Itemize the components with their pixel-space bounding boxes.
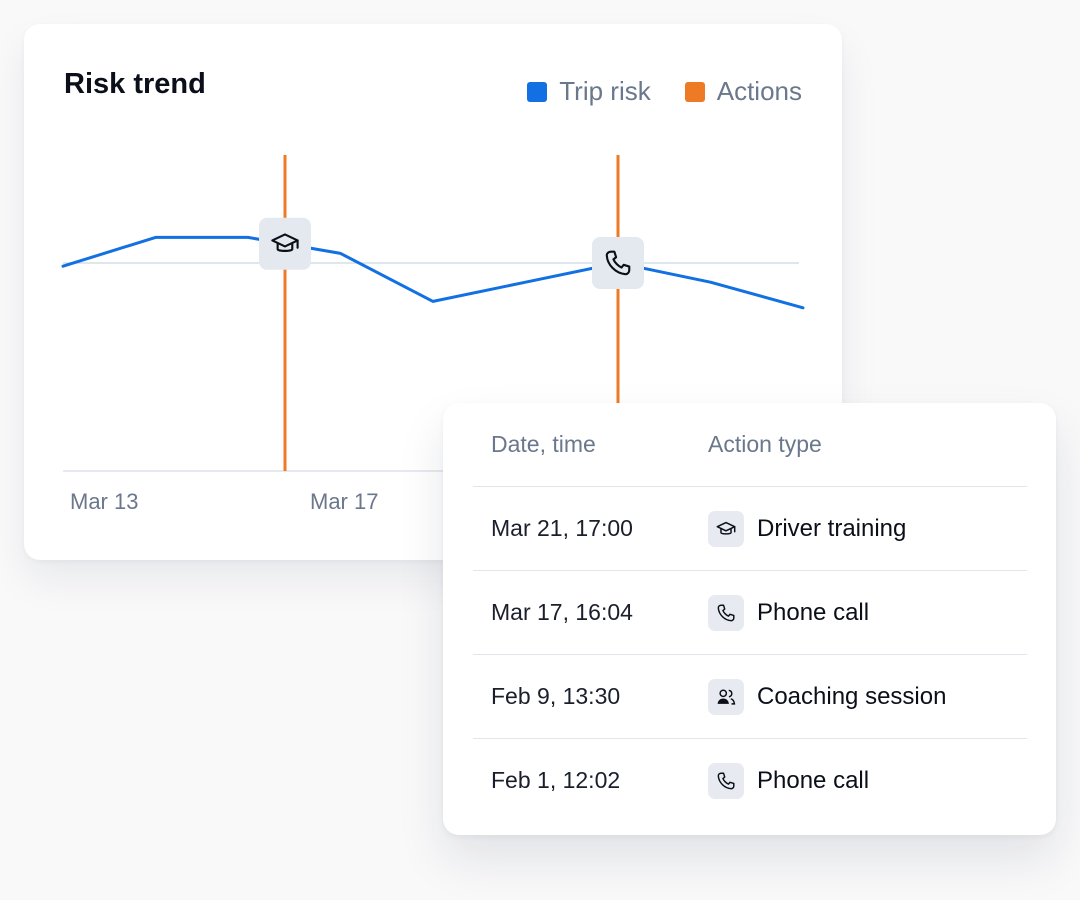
phone-icon xyxy=(708,594,744,631)
action-marker-badge[interactable] xyxy=(592,237,644,289)
legend-swatch-actions xyxy=(684,81,705,102)
table-row[interactable]: Feb 9, 13:30 Coaching session xyxy=(473,655,1027,739)
legend-item-trip-risk[interactable]: Trip risk xyxy=(527,76,651,107)
header-date[interactable]: Date, time xyxy=(491,431,596,457)
legend-label-trip-risk: Trip risk xyxy=(559,76,651,106)
actions-table: Date, time Action type Mar 21, 17:00 Driv… xyxy=(473,403,1027,822)
cell-date: Feb 1, 12:02 xyxy=(491,767,621,793)
x-tick-label: Mar 17 xyxy=(310,489,378,514)
table-row[interactable]: Mar 21, 17:00 Driver training xyxy=(473,487,1027,571)
actions-card: Date, time Action type Mar 21, 17:00 Driv… xyxy=(443,403,1056,835)
table-body: Mar 21, 17:00 Driver training Mar 17, 16:0… xyxy=(473,487,1027,822)
users-icon xyxy=(708,678,744,715)
x-tick-label: Mar 13 xyxy=(70,489,138,514)
graduation-cap-icon xyxy=(708,510,744,547)
action-marker-badge[interactable] xyxy=(259,217,311,270)
cell-date: Mar 17, 16:04 xyxy=(491,599,633,625)
marker-badge-bg xyxy=(592,237,644,289)
cell-action-type: Phone call xyxy=(757,766,870,794)
header-action-type[interactable]: Action type xyxy=(708,431,822,457)
legend-swatch-trip-risk xyxy=(527,81,548,102)
table-row[interactable]: Mar 17, 16:04 Phone call xyxy=(473,571,1027,655)
risk-trend-card: Risk trend Trip risk Actions Mar 13 Mar 1… xyxy=(24,24,842,560)
legend-label-actions: Actions xyxy=(716,76,802,106)
chart-legend: Trip risk Actions xyxy=(527,76,802,107)
cell-date: Feb 9, 13:30 xyxy=(491,683,621,709)
phone-icon xyxy=(708,762,744,799)
graduation-cap-icon xyxy=(271,233,299,252)
table-header: Date, time Action type xyxy=(473,403,1027,487)
cell-action-type: Coaching session xyxy=(757,682,947,710)
chart-title: Risk trend xyxy=(64,68,206,100)
phone-icon xyxy=(605,250,631,276)
series-line-trip-risk[interactable] xyxy=(61,235,805,310)
table-row[interactable]: Feb 1, 12:02 Phone call xyxy=(473,739,1027,822)
cell-date: Mar 21, 17:00 xyxy=(491,515,633,541)
risk-trend-chart: Mar 13 Mar 17 xyxy=(61,155,805,514)
cell-action-type: Driver training xyxy=(757,514,907,542)
cell-action-type: Phone call xyxy=(757,598,870,626)
marker-badge-bg xyxy=(259,217,311,270)
legend-item-actions[interactable]: Actions xyxy=(684,76,802,107)
